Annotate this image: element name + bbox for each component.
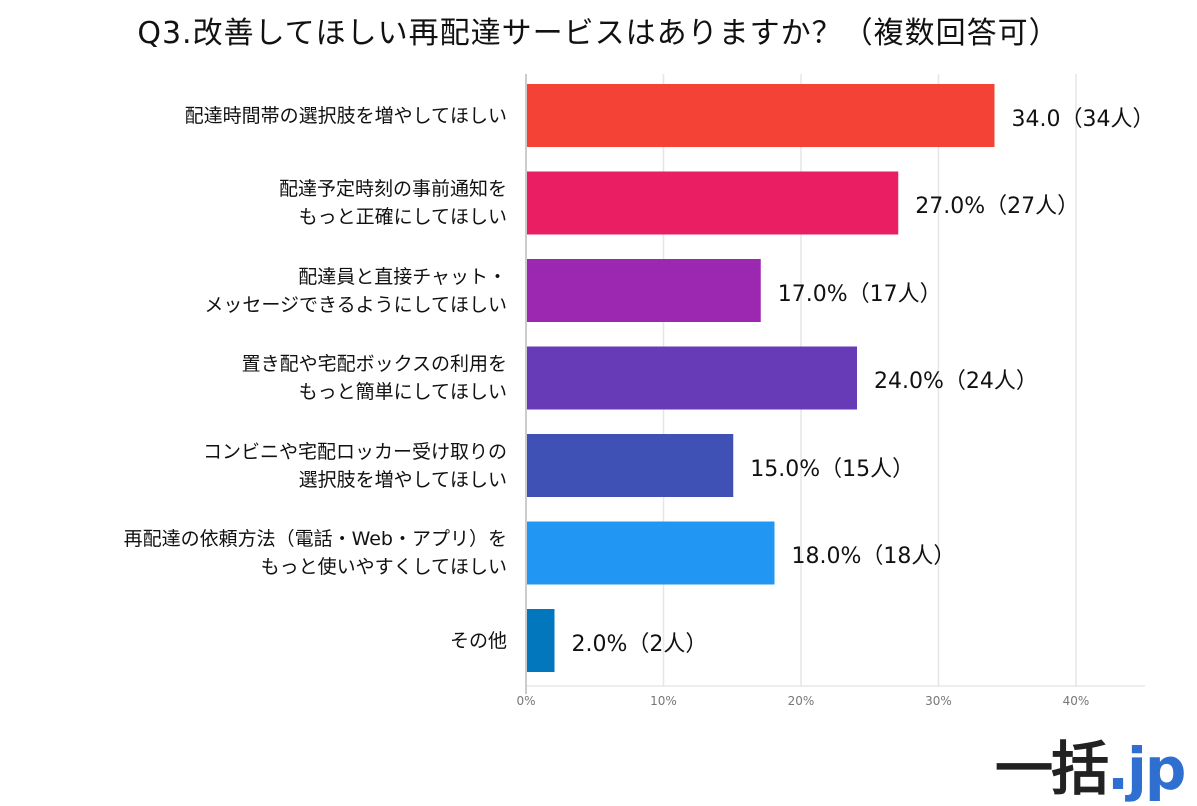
category-label-line: コンビニや宅配ロッカー受け取りの bbox=[202, 440, 507, 463]
data-label: 18.0%（18人） bbox=[791, 544, 956, 569]
category-label-line: 配達時間帯の選択肢を増やしてほしい bbox=[184, 104, 507, 127]
category-label: 配達時間帯の選択肢を増やしてほしい bbox=[185, 102, 507, 130]
category-label-line: 配達員と直接チャット・ bbox=[298, 265, 507, 288]
x-tick-label: 10% bbox=[650, 694, 677, 708]
category-label-line: もっと正確にしてほしい bbox=[298, 206, 507, 228]
category-label-line: 選択肢を増やしてほしい bbox=[298, 468, 507, 491]
data-label: 34.0（34人） bbox=[1011, 106, 1155, 132]
data-label: 15.0%（15人） bbox=[750, 456, 915, 482]
data-label: 17.0%（17人） bbox=[777, 281, 942, 307]
category-label: その他 bbox=[450, 627, 507, 655]
logo-main: 一括 bbox=[995, 735, 1109, 803]
category-label-line: 置き配や宅配ボックスの利用を bbox=[241, 353, 507, 375]
brand-logo: 一括.jp bbox=[995, 722, 1186, 806]
data-label: 27.0%（27人） bbox=[915, 194, 1080, 219]
category-label: 置き配や宅配ボックスの利用をもっと簡単にしてほしい bbox=[242, 350, 507, 406]
bar bbox=[527, 84, 995, 147]
category-label-line: もっと使いやすくしてほしい bbox=[260, 556, 507, 578]
bar bbox=[527, 259, 761, 322]
category-label-line: もっと簡単にしてほしい bbox=[298, 381, 507, 403]
logo-suffix: .jp bbox=[1107, 735, 1186, 803]
category-label: コンビニや宅配ロッカー受け取りの選択肢を増やしてほしい bbox=[203, 438, 507, 494]
category-label-line: メッセージできるようにしてほしい bbox=[204, 293, 507, 316]
chart-title: Q3.改善してほしい再配達サービスはありますか？（複数回答可） bbox=[137, 16, 1060, 51]
bar bbox=[527, 609, 555, 672]
category-label: 配達予定時刻の事前通知をもっと正確にしてほしい bbox=[279, 175, 507, 231]
category-label: 配達員と直接チャット・メッセージできるようにしてほしい bbox=[204, 263, 507, 319]
category-label-line: 再配達の依頼方法（電話・Web・アプリ）を bbox=[123, 528, 507, 550]
x-tick-label: 0% bbox=[516, 694, 536, 708]
bar bbox=[527, 171, 899, 235]
category-label-line: 配達予定時刻の事前通知を bbox=[278, 178, 507, 200]
bar bbox=[527, 521, 775, 585]
bar bbox=[527, 434, 734, 497]
x-tick-label: 30% bbox=[925, 694, 952, 708]
x-tick-label: 40% bbox=[1062, 694, 1090, 708]
category-label-line: その他 bbox=[449, 629, 507, 652]
category-label: 再配達の依頼方法（電話・Web・アプリ）をもっと使いやすくしてほしい bbox=[124, 525, 507, 581]
x-tick-label: 20% bbox=[787, 694, 815, 708]
bar bbox=[527, 346, 857, 410]
data-label: 2.0%（2人） bbox=[571, 631, 708, 657]
data-label: 24.0%（24人） bbox=[874, 369, 1038, 394]
